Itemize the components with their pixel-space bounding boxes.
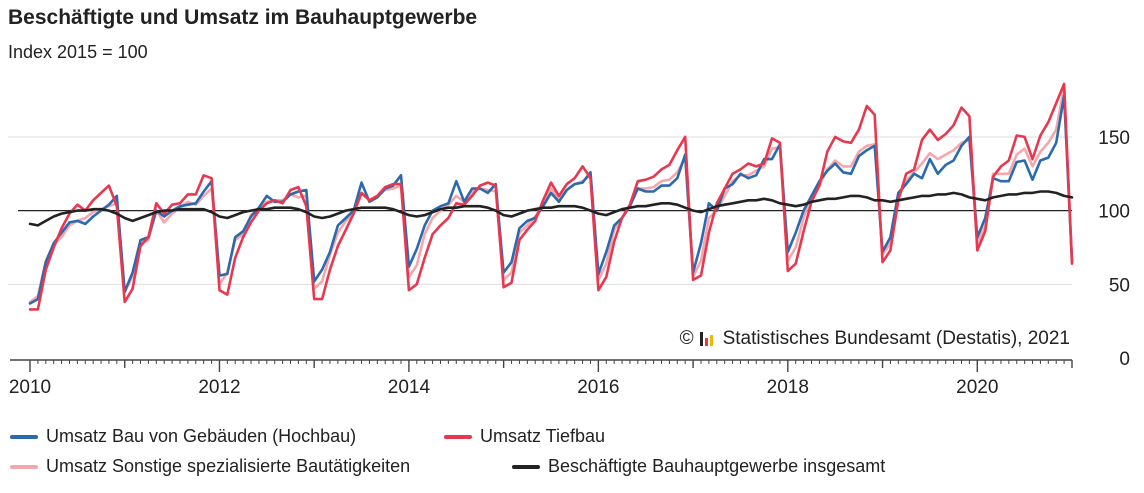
legend-item-beschaeftigte: Beschäftigte Bauhauptgewerbe insgesamt — [512, 456, 885, 477]
series-line-beschaeftigte — [28, 190, 1074, 227]
x-tick-label-2018: 2018 — [767, 377, 809, 398]
y-tick-label-50: 50 — [1109, 275, 1130, 296]
legend-item-hochbau: Umsatz Bau von Gebäuden (Hochbau) — [10, 426, 356, 447]
legend-swatch-tiefbau — [444, 434, 472, 439]
x-tick-label-2012: 2012 — [198, 377, 240, 398]
destatis-logo-icon — [699, 332, 715, 346]
legend-label-hochbau: Umsatz Bau von Gebäuden (Hochbau) — [46, 426, 357, 446]
chart-title: Beschäftigte und Umsatz im Bauhauptgewer… — [8, 6, 478, 29]
x-tick-label-2014: 2014 — [388, 377, 431, 398]
series-line-hochbau — [28, 94, 1074, 305]
legend-item-sonstige: Umsatz Sonstige spezialisierte Bautätigk… — [10, 456, 410, 477]
source-text: Statistisches Bundesamt (Destatis), 2021 — [722, 328, 1070, 349]
chart-subtitle: Index 2015 = 100 — [8, 42, 148, 62]
legend-label-tiefbau: Umsatz Tiefbau — [480, 426, 606, 446]
y-tick-label-0: 0 — [1119, 349, 1130, 370]
x-tick-label-2020: 2020 — [956, 377, 998, 398]
source-credit: © Statistisches Bundesamt (Destatis), 20… — [680, 328, 1070, 350]
legend-swatch-beschaeftigte — [512, 464, 540, 469]
y-tick-label-150: 150 — [1098, 128, 1130, 149]
legend-swatch-sonstige — [10, 464, 38, 469]
legend-label-sonstige: Umsatz Sonstige spezialisierte Bautätigk… — [46, 456, 411, 476]
legend-swatch-hochbau — [10, 434, 38, 439]
legend-item-tiefbau: Umsatz Tiefbau — [444, 426, 605, 447]
x-tick-label-2016: 2016 — [577, 377, 619, 398]
legend-label-beschaeftigte: Beschäftigte Bauhauptgewerbe insgesamt — [548, 456, 886, 476]
y-tick-label-100: 100 — [1098, 202, 1130, 223]
copyright-symbol: © — [679, 328, 694, 349]
x-tick-label-2010: 2010 — [9, 377, 51, 398]
